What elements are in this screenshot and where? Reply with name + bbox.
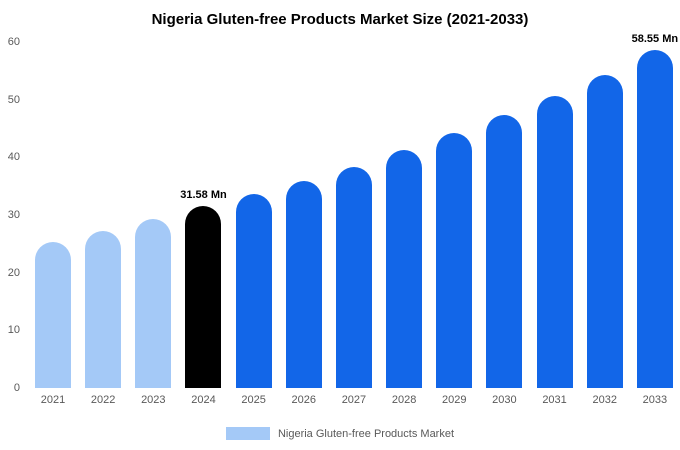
bar-slot [130,219,176,388]
bar-2027[interactable] [335,166,372,388]
x-axis-label: 2023 [141,394,166,406]
x-axis-label: 2027 [341,394,367,406]
x-axis-label: 2025 [241,394,266,406]
bar-slot [481,115,527,388]
chart-title: Nigeria Gluten-free Products Market Size… [151,11,529,28]
bar-2033[interactable] [636,50,673,388]
x-axis-label: 2033 [642,394,668,406]
bar-slot [532,96,578,388]
bar-slot [582,74,628,388]
bar-slot [231,193,277,388]
bar-2024[interactable] [185,205,222,388]
x-axis-label: 2024 [191,394,216,406]
bar-slot [331,166,377,388]
x-axis-label: 2030 [492,394,517,406]
bar-2021[interactable] [35,242,71,388]
bar-2032[interactable] [586,74,623,388]
legend-label: Nigeria Gluten-free Products Market [277,427,455,440]
bar-slot [80,230,126,388]
bar-slot: 58.55 Mn [632,33,678,388]
y-axis-tick-label: 30 [7,209,20,221]
bar-2023[interactable] [135,219,172,388]
bar-slot [281,181,327,388]
x-axis-label: 2022 [90,394,116,406]
y-axis-tick-label: 60 [7,36,20,48]
bar-slot [30,242,76,388]
bars-row: 31.58 Mn 58.55 Mn [30,33,678,388]
bar-2031[interactable] [536,96,573,388]
x-axis-label: 2021 [40,394,66,406]
bar-slot [381,150,427,388]
y-axis-tick-label: 40 [7,151,20,164]
x-axis-label: 2029 [442,394,467,406]
y-axis: 0 10 20 30 40 50 60 [0,36,22,394]
bar-slot: 31.58 Mn [180,188,227,388]
plot-area: 31.58 Mn 58.55 Mn [30,33,678,388]
x-axis: 2021 2022 2023 2024 2025 2026 2027 2028 2029 2030… [30,394,678,406]
x-axis-label: 2031 [542,394,567,406]
x-axis-label: 2026 [291,394,317,406]
y-axis-tick-label: 50 [7,93,20,106]
bar-value-label: 31.58 Mn [180,188,227,201]
bar-slot [431,133,477,388]
x-axis-label: 2032 [592,394,617,406]
bar-2025[interactable] [235,193,272,388]
y-axis-tick-label: 20 [7,266,20,279]
legend-swatch [225,427,270,440]
bar-2029[interactable] [436,133,473,388]
legend[interactable]: Nigeria Gluten-free Products Market [0,427,680,440]
bar-2022[interactable] [85,230,122,388]
y-axis-tick-label: 0 [13,382,20,394]
bar-2028[interactable] [386,150,423,388]
bar-2026[interactable] [285,181,322,388]
y-axis-tick-label: 10 [7,324,20,337]
bar-2030[interactable] [486,115,523,388]
x-axis-label: 2028 [391,394,417,406]
bar-value-label: 58.55 Mn [631,33,679,46]
